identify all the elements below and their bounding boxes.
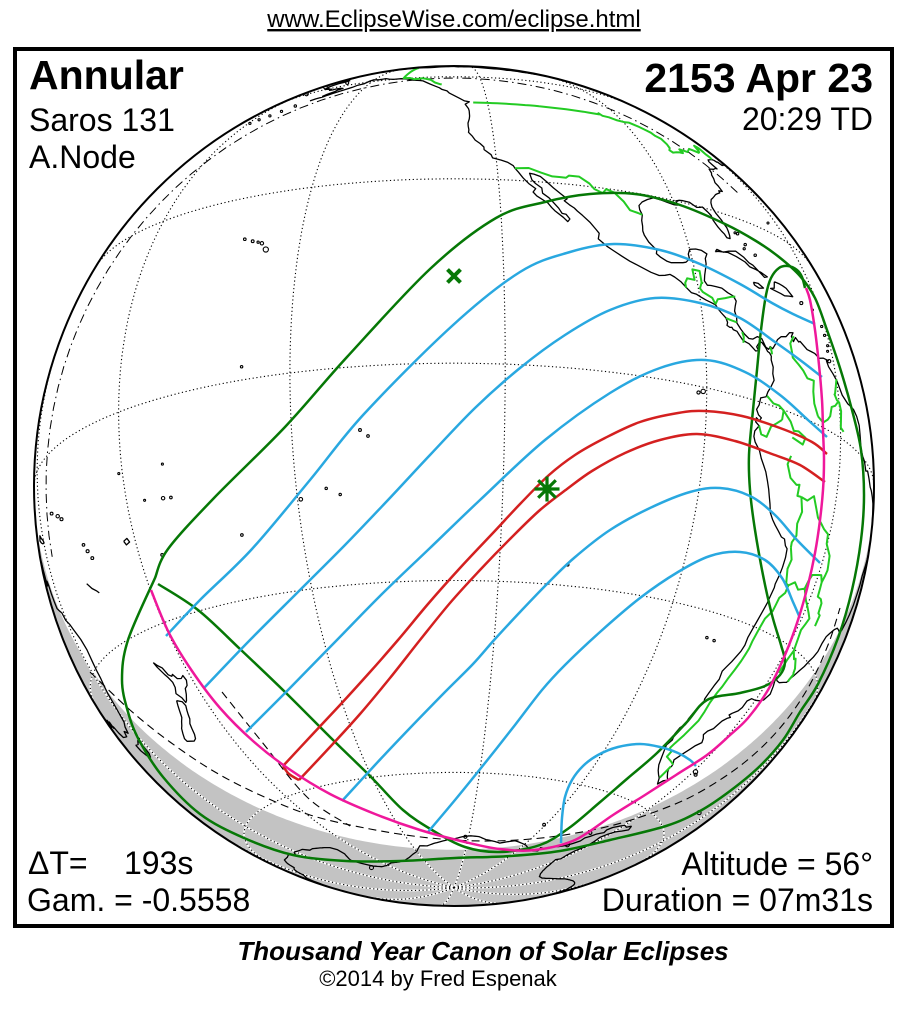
- svg-text:20:29 TD: 20:29 TD: [742, 101, 873, 137]
- svg-text:Duration = 07m31s: Duration = 07m31s: [602, 882, 873, 918]
- svg-text:Annular: Annular: [29, 52, 184, 98]
- svg-text:193s: 193s: [124, 845, 193, 881]
- svg-text:Saros 131: Saros 131: [29, 102, 175, 138]
- svg-text:Gam. = -0.5558: Gam. = -0.5558: [27, 882, 250, 918]
- svg-text:ΔT=: ΔT=: [28, 845, 88, 881]
- svg-text:©2014 by Fred Espenak: ©2014 by Fred Espenak: [319, 966, 558, 991]
- svg-text:www.EclipseWise.com/eclipse.ht: www.EclipseWise.com/eclipse.html: [266, 6, 640, 33]
- svg-text:Altitude = 56°: Altitude = 56°: [681, 846, 873, 882]
- svg-text:2153 Apr 23: 2153 Apr 23: [644, 55, 873, 101]
- svg-text:Thousand Year Canon of Solar E: Thousand Year Canon of Solar Eclipses: [237, 936, 728, 966]
- svg-text:A.Node: A.Node: [29, 139, 136, 175]
